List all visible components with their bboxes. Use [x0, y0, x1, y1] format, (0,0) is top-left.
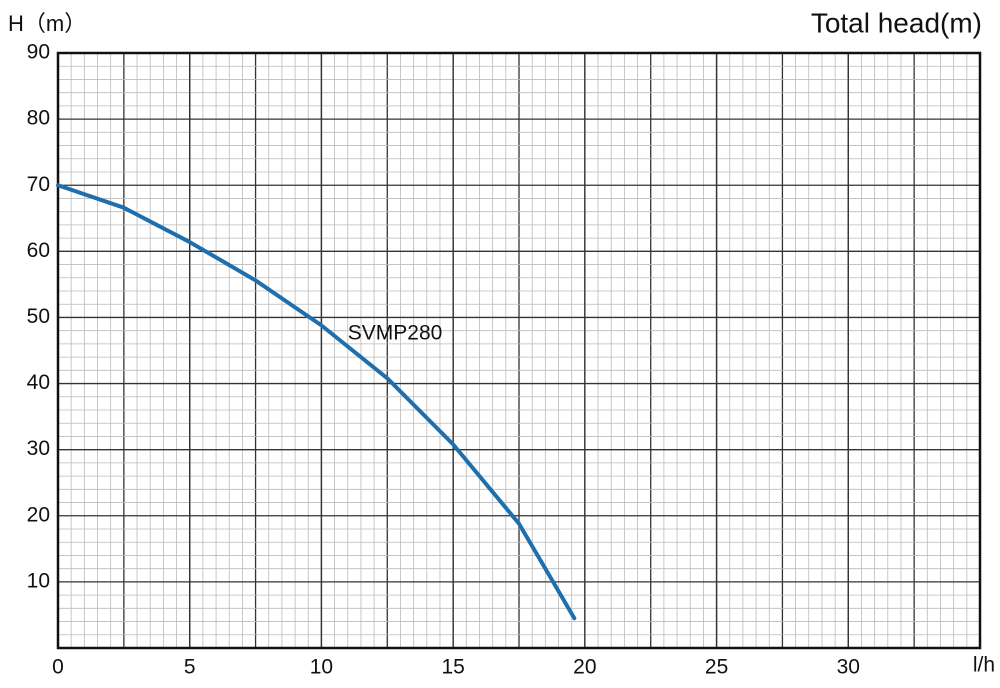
y-tick-label: 30: [27, 437, 50, 460]
y-tick-label: 10: [27, 569, 50, 592]
x-axis-label: l/h: [973, 654, 995, 677]
y-axis-label: H（m）: [8, 11, 86, 36]
series-line: [56, 183, 577, 621]
x-tick-label: 25: [705, 656, 728, 679]
y-tick-label: 80: [27, 107, 50, 130]
y-tick-label: 90: [27, 41, 50, 64]
y-tick-label: 70: [27, 173, 50, 196]
x-tick-label: 20: [573, 656, 596, 679]
x-tick-label: 10: [310, 656, 333, 679]
x-tick-label: 30: [837, 656, 860, 679]
plot-frame: [56, 51, 982, 650]
series-label: SVMP280: [348, 322, 443, 345]
chart-title: Total head(m): [811, 7, 982, 38]
y-tick-label: 20: [27, 503, 50, 526]
x-tick-label: 0: [52, 656, 64, 679]
x-tick-label: 5: [184, 656, 196, 679]
y-tick-label: 60: [27, 239, 50, 262]
y-tick-label: 40: [27, 371, 50, 394]
x-tick-label: 15: [441, 656, 464, 679]
y-tick-label: 50: [27, 305, 50, 328]
